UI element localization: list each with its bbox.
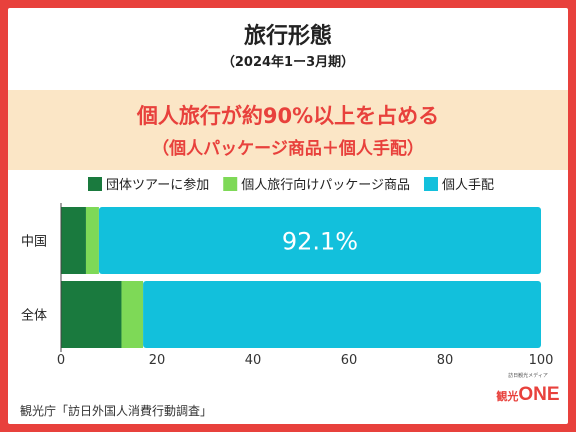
x-tick-label: 80: [437, 353, 454, 368]
logo-mark: 観光ONE: [496, 384, 560, 406]
bar-segment: [61, 281, 122, 348]
legend-swatch: [223, 177, 238, 191]
x-tick-label: 100: [529, 353, 554, 368]
banner-subline: （個人パッケージ商品＋個人手配）: [152, 139, 424, 159]
bar-segment: [121, 281, 144, 348]
category-label: 中国: [21, 235, 47, 250]
highlight-banner: 個人旅行が約90%以上を占める （個人パッケージ商品＋個人手配）: [8, 90, 568, 170]
page-title: 旅行形態: [243, 24, 332, 49]
logo-tagline: 訪日観光メディア: [508, 373, 548, 379]
page-subtitle: （2024年1ー3月期）: [221, 55, 355, 70]
data-label: 92.1%: [282, 228, 358, 256]
logo-one: ONE: [518, 384, 560, 405]
x-tick-label: 0: [57, 353, 65, 368]
legend-label: 個人手配: [442, 178, 494, 193]
legend-swatch: [88, 177, 102, 191]
brand-logo: 訪日観光メディア 観光ONE: [496, 362, 560, 418]
bar-segment: [61, 207, 86, 274]
x-tick-label: 60: [341, 353, 358, 368]
legend-label: 団体ツアーに参加: [106, 177, 209, 193]
logo-kanji: 観光: [496, 390, 519, 403]
legend-label: 個人旅行向けパッケージ商品: [241, 177, 410, 193]
legend-swatch: [423, 177, 438, 191]
bar-segment: [98, 207, 542, 274]
source-note: 観光庁「訪日外国人消費行動調査」: [20, 404, 213, 418]
bar-segment: [143, 281, 541, 348]
x-tick-label: 20: [149, 353, 166, 368]
chart-card: 旅行形態 （2024年1ー3月期） 個人旅行が約90%以上を占める （個人パッケ…: [8, 8, 568, 424]
category-label: 全体: [21, 308, 47, 324]
bar-segment: [85, 207, 99, 274]
x-tick-label: 40: [245, 353, 262, 368]
banner-headline: 個人旅行が約90%以上を占める: [136, 104, 440, 128]
